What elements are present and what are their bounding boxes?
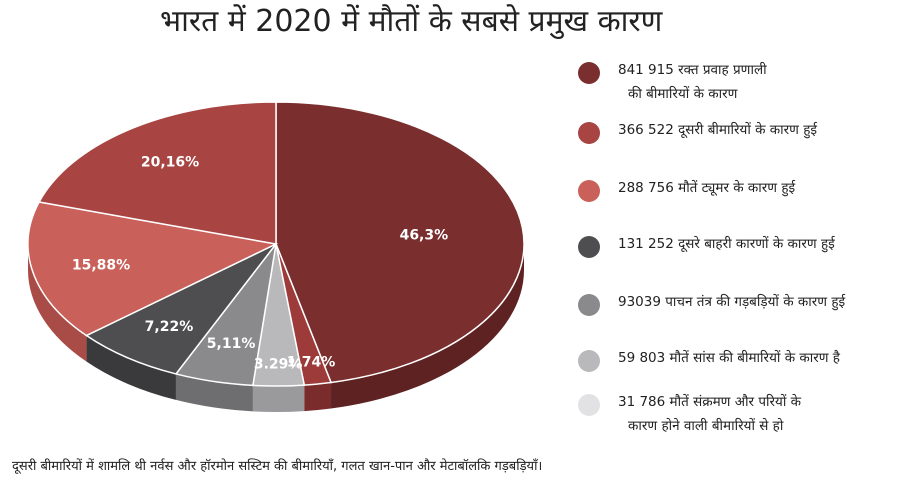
legend-item: 59 803 मौतें सांस की बीमारियों के कारण ह…: [578, 346, 840, 372]
pie-data-label: 5,11%: [207, 336, 256, 352]
footnote: दूसरी बीमारियों में शामलि थी नर्वस और हॉ…: [12, 459, 543, 474]
legend-swatch: [578, 394, 600, 416]
pie-slice: [27, 201, 279, 337]
legend-swatch: [578, 122, 600, 144]
pie-tops: [27, 101, 525, 387]
legend-item: 366 522 दूसरी बीमारियों के कारण हुई: [578, 118, 817, 144]
legend-swatch: [578, 62, 600, 84]
legend-swatch: [578, 180, 600, 202]
legend-label: 366 522 दूसरी बीमारियों के कारण हुई: [618, 122, 818, 138]
pie-data-label: 15,88%: [72, 257, 130, 273]
legend-label: 841 915 रक्त प्रवाह प्रणाली: [618, 62, 767, 78]
legend-swatch: [578, 294, 600, 316]
pie-data-label: 1.74%: [287, 355, 336, 371]
pie-data-label: 3.29%: [254, 356, 303, 372]
pie-labels: 46,3% 1.74%3.29% 5,11% 7,22% 15,88% 20,16%: [72, 155, 448, 373]
legend-item: 288 756 मौतें ट्यूमर के कारण हुई: [578, 176, 795, 202]
pie-slice: [37, 101, 277, 245]
legend-item: 841 915 रक्त प्रवाह प्रणाली की बीमारियों…: [578, 58, 767, 106]
pie-slice-side: [28, 244, 87, 362]
pie-sides: [28, 244, 524, 412]
legend-item: 93039 पाचन तंत्र की गड़बड़ियों के कारण ह…: [578, 290, 845, 316]
legend-label: 288 756 मौतें ट्यूमर के कारण हुई: [618, 180, 796, 196]
legend-item: 31 786 मौतें संक्रमण और परियों के कारण ह…: [578, 390, 801, 438]
pie-slice: [84, 243, 277, 375]
pie-data-label: 46,3%: [400, 227, 449, 243]
chart-title: भारत में 2020 में मौतों के सबसे प्रमुख क…: [160, 4, 663, 39]
legend-swatch: [578, 236, 600, 258]
pie-data-label: 20,16%: [141, 155, 199, 171]
legend-label: 31 786 मौतें संक्रमण और परियों के: [618, 394, 801, 410]
legend-label: 131 252 दूसरे बाहरी कारणों के कारण हुई: [618, 236, 835, 252]
legend-label-line2: कारण होने वाली बीमारियों से हो: [628, 418, 784, 434]
pie-slice-side: [252, 385, 305, 412]
pie-slice-side: [175, 373, 253, 412]
pie-slice: [275, 101, 525, 384]
legend-label: 59 803 मौतें सांस की बीमारियों के कारण ह…: [618, 350, 840, 366]
legend-label-line2: की बीमारियों के कारण: [628, 86, 738, 102]
pie-slice-side: [304, 382, 332, 412]
legend-swatch: [578, 350, 600, 372]
legend-label: 93039 पाचन तंत्र की गड़बड़ियों के कारण ह…: [618, 294, 846, 310]
pie-data-label: 7,22%: [145, 319, 194, 335]
legend-item: 131 252 दूसरे बाहरी कारणों के कारण हुई: [578, 232, 835, 258]
pie-slice-side: [331, 244, 524, 409]
pie-slice-side: [86, 335, 176, 400]
